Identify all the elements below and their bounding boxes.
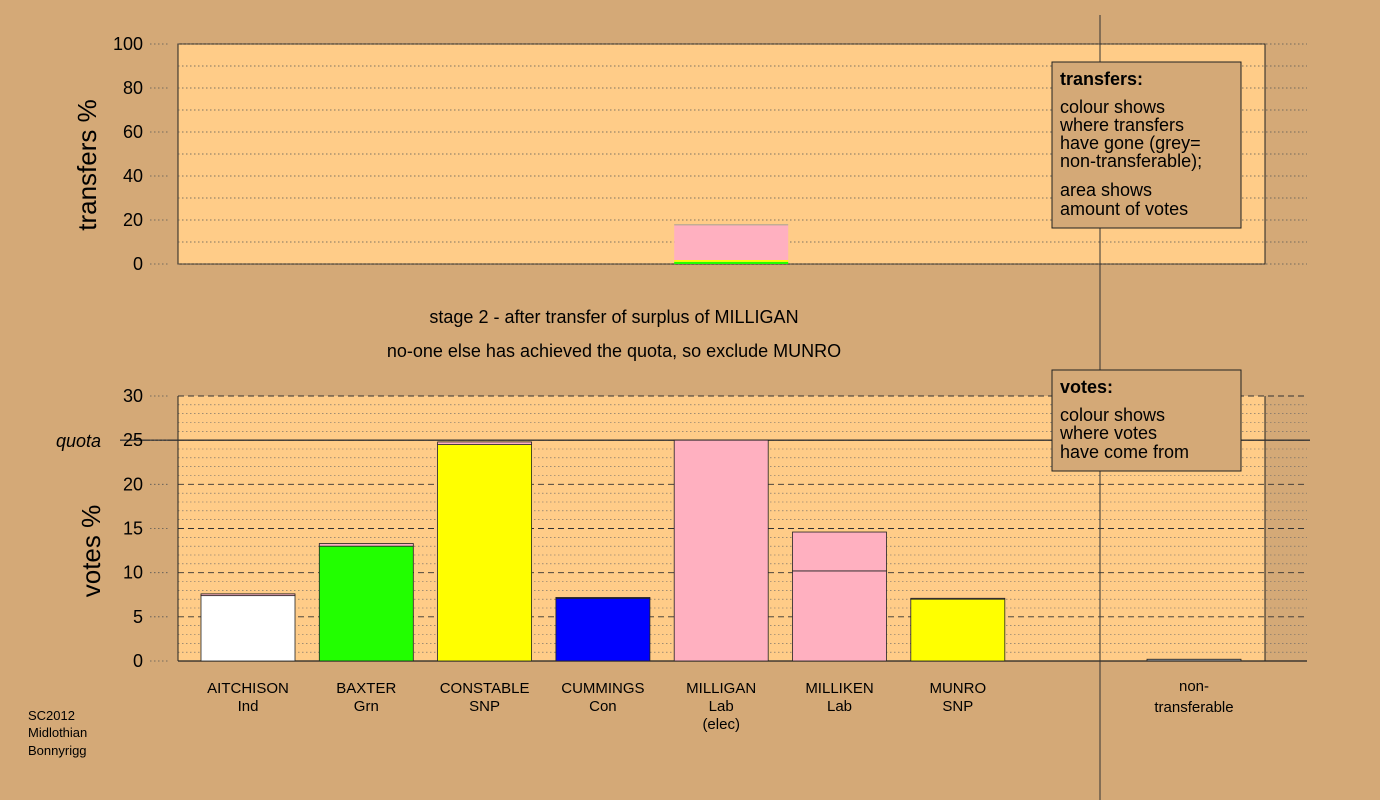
votes-legend-line: colour shows xyxy=(1060,405,1165,425)
candidate-party: Grn xyxy=(354,698,379,715)
transfers-tick-label: 60 xyxy=(123,122,143,142)
votes-axis-title: votes % xyxy=(76,505,106,598)
nontransferable-label: transferable xyxy=(1154,699,1233,716)
transfer-segment xyxy=(674,260,789,262)
transfers-tick-label: 100 xyxy=(113,34,143,54)
vote-bar-segment xyxy=(555,597,651,662)
votes-tick-label: 25 xyxy=(123,430,143,450)
transfers-legend-line: area shows xyxy=(1060,180,1152,200)
transfers-tick-label: 80 xyxy=(123,78,143,98)
transfers-tick-label: 0 xyxy=(133,254,143,274)
candidate-name: CUMMINGS xyxy=(561,680,644,697)
vote-bar-segment xyxy=(437,441,533,445)
transfers-y-ticks: 0 20 40 60 80 100 xyxy=(113,34,170,274)
transfers-tick-label: 40 xyxy=(123,166,143,186)
votes-legend-line: have come from xyxy=(1060,442,1189,462)
votes-legend-title: votes: xyxy=(1060,377,1113,397)
candidate-elected-note: (elec) xyxy=(702,716,740,733)
vote-bar-segment xyxy=(200,593,296,597)
candidate-party: Lab xyxy=(827,698,852,715)
votes-tick-label: 15 xyxy=(123,519,143,539)
vote-bar-segment xyxy=(910,597,1006,600)
candidate-name: MILLIGAN xyxy=(686,680,756,697)
candidate-labels: AITCHISONIndBAXTERGrnCONSTABLESNPCUMMING… xyxy=(207,678,1233,733)
transfers-legend-title: transfers: xyxy=(1060,69,1143,89)
candidate-name: BAXTER xyxy=(336,680,396,697)
candidate-party: SNP xyxy=(469,698,500,715)
candidate-name: MUNRO xyxy=(929,680,986,697)
votes-bars xyxy=(200,439,1242,662)
vote-bar-segment xyxy=(555,597,651,599)
footer-line-3: Bonnyrigg xyxy=(28,743,87,758)
stage-line-2: no-one else has achieved the quota, so e… xyxy=(387,341,841,361)
vote-bar-segment xyxy=(437,444,533,662)
footer-line-2: Midlothian xyxy=(28,725,87,740)
candidate-name: MILLIKEN xyxy=(805,680,873,697)
footer-line-1: SC2012 xyxy=(28,708,75,723)
votes-legend: votes: colour shows where votes have com… xyxy=(1051,369,1242,472)
stage-line-1: stage 2 - after transfer of surplus of M… xyxy=(429,307,798,327)
transfer-segment xyxy=(674,225,789,261)
transfers-tick-label: 20 xyxy=(123,210,143,230)
transfers-bars xyxy=(674,224,789,264)
transfer-segment xyxy=(674,224,789,226)
transfers-legend: transfers: colour shows where transfers … xyxy=(1051,61,1242,229)
nontransferable-label: non- xyxy=(1179,678,1209,695)
candidate-party: Con xyxy=(589,698,617,715)
candidate-party: Ind xyxy=(238,698,259,715)
candidate-party: Lab xyxy=(709,698,734,715)
transfer-segment xyxy=(674,261,789,264)
vote-bar-segment xyxy=(792,531,887,572)
votes-tick-label: 30 xyxy=(123,386,143,406)
votes-tick-label: 10 xyxy=(123,563,143,583)
votes-tick-label: 20 xyxy=(123,474,143,494)
nontransferable-bar xyxy=(1146,658,1242,662)
candidate-name: AITCHISON xyxy=(207,680,289,697)
transfers-legend-box xyxy=(1051,61,1242,229)
transfers-legend-line: where transfers xyxy=(1059,115,1184,135)
quota-label: quota xyxy=(56,431,101,451)
votes-legend-box xyxy=(1051,369,1242,472)
transfers-legend-line: colour shows xyxy=(1060,97,1165,117)
votes-tick-label: 0 xyxy=(133,651,143,671)
vote-bar-segment xyxy=(792,570,887,662)
vote-bar-segment xyxy=(673,439,769,662)
vote-bar-segment xyxy=(910,598,1006,662)
transfers-legend-line: non-transferable); xyxy=(1060,151,1202,171)
transfers-axis-title: transfers % xyxy=(72,99,102,231)
votes-tick-label: 5 xyxy=(133,607,143,627)
votes-y-ticks: 0 5 10 15 20 25 30 quota xyxy=(56,386,170,671)
vote-bar-segment xyxy=(318,543,414,547)
transfers-legend-line: have gone (grey= xyxy=(1060,133,1201,153)
vote-bar-segment xyxy=(318,545,414,662)
candidate-name: CONSTABLE xyxy=(440,680,530,697)
candidate-party: SNP xyxy=(942,698,973,715)
transfers-legend-line: amount of votes xyxy=(1060,199,1188,219)
votes-legend-line: where votes xyxy=(1059,423,1157,443)
vote-bar-segment xyxy=(200,595,296,662)
